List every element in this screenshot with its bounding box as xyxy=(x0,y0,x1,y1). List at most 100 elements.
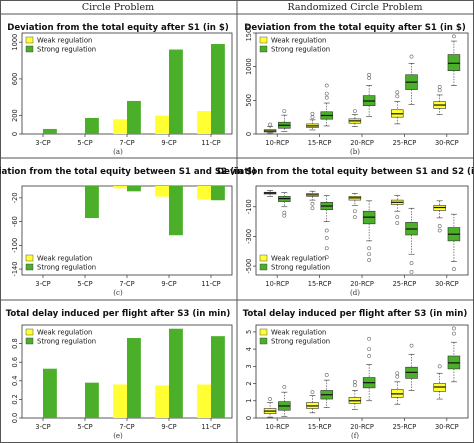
x-tick-label-b-0: 10-RCP xyxy=(265,139,289,147)
x-tick-label-d-2: 20-RCP xyxy=(350,280,374,288)
outlier-d-weak-3-1 xyxy=(395,221,400,225)
chart-d: Deviation from the total equity between … xyxy=(217,167,474,297)
outlier-f-weak-4-0 xyxy=(437,364,442,369)
outlier-f-strong-1-0 xyxy=(324,373,329,377)
legend-swatch-e-weak xyxy=(25,328,34,336)
y-tick-label-a-1: 200 xyxy=(11,109,19,122)
outlier-b-weak-4-1 xyxy=(437,84,442,89)
outlier-d-strong-4-0 xyxy=(452,267,456,271)
outlier-f-weak-2-0 xyxy=(352,383,357,388)
legend-label-c-strong: Strong regulation xyxy=(37,264,96,272)
x-tick-label-b-2: 20-RCP xyxy=(350,139,374,147)
x-tick-label-e-0: 3-CP xyxy=(35,423,50,431)
box-b-strong-4 xyxy=(447,54,461,72)
legend-label-b-weak: Weak regulation xyxy=(271,37,326,45)
bar-e-weak-2 xyxy=(113,384,127,418)
y-tick-label-b-2: 1000 xyxy=(245,58,253,75)
chart-title-a: Deviation from the total equity after S1… xyxy=(7,23,229,33)
bar-e-strong-3 xyxy=(169,328,183,418)
bar-a-strong-4 xyxy=(211,44,225,134)
y-tick-label-b-1: 500 xyxy=(245,94,253,107)
x-tick-label-f-2: 20-RCP xyxy=(350,423,374,431)
outlier-d-weak-1-0 xyxy=(310,201,315,206)
outlier-d-weak-1-1 xyxy=(310,206,315,211)
x-tick-label-e-1: 5-CP xyxy=(77,423,92,431)
panel-label-f: (f) xyxy=(351,432,359,440)
outlier-d-weak-2-0 xyxy=(352,209,357,214)
outlier-d-strong-1-1 xyxy=(324,236,329,240)
panel-label-c: (c) xyxy=(113,289,123,297)
y-tick-label-f-1: 1 xyxy=(245,399,253,403)
outlier-f-strong-4-0 xyxy=(452,331,456,336)
chart-f: Total delay induced per flight after S3 … xyxy=(243,309,469,440)
bar-a-strong-2 xyxy=(127,100,141,134)
legend-swatch-f-weak xyxy=(259,328,268,336)
x-tick-label-f-1: 15-RCP xyxy=(308,423,332,431)
outlier-b-weak-1-0 xyxy=(310,115,315,120)
x-tick-label-e-4: 11-CP xyxy=(201,423,220,431)
x-tick-label-b-4: 30-RCP xyxy=(435,139,459,147)
y-tick-label-a-2: 600 xyxy=(11,73,19,86)
x-tick-label-a-2: 7-CP xyxy=(119,139,134,147)
legend-swatch-b-weak xyxy=(259,36,268,44)
chart-b: Deviation from the total equity after S1… xyxy=(244,23,469,156)
chart-title-e: Total delay induced per flight after S3 … xyxy=(6,309,231,319)
x-tick-label-c-4: 11-CP xyxy=(201,280,220,288)
outlier-b-strong-2-1 xyxy=(367,72,372,77)
panel-label-a: (a) xyxy=(113,148,123,156)
outlier-f-strong-4-1 xyxy=(452,326,456,331)
y-tick-label-c-2: -60 xyxy=(11,216,19,227)
bar-c-strong-3 xyxy=(169,186,183,236)
x-tick-label-d-0: 10-RCP xyxy=(265,280,289,288)
x-tick-label-c-0: 3-CP xyxy=(35,280,50,288)
y-tick-label-f-0: 0 xyxy=(245,416,253,420)
x-tick-label-a-1: 5-CP xyxy=(77,139,92,147)
outlier-d-strong-3-0 xyxy=(409,261,414,266)
x-tick-label-d-1: 15-RCP xyxy=(308,280,332,288)
legend-swatch-a-weak xyxy=(25,36,34,44)
bar-e-weak-4 xyxy=(197,384,211,418)
outlier-b-weak-1-1 xyxy=(310,111,315,116)
outlier-b-weak-4-0 xyxy=(437,88,442,93)
bar-e-weak-3 xyxy=(155,385,169,418)
x-tick-label-c-3: 9-CP xyxy=(161,280,176,288)
outlier-d-strong-2-2 xyxy=(367,258,372,263)
legend-label-c-weak: Weak regulation xyxy=(37,255,92,263)
x-tick-label-c-1: 5-CP xyxy=(77,280,92,288)
x-tick-label-b-1: 15-RCP xyxy=(308,139,332,147)
x-tick-label-c-2: 7-CP xyxy=(119,280,134,288)
x-tick-label-e-2: 7-CP xyxy=(119,423,134,431)
outlier-f-strong-2-2 xyxy=(367,336,372,341)
chart-c: Deviation from the total equity between … xyxy=(0,167,256,297)
outlier-b-strong-2-0 xyxy=(367,76,372,81)
outlier-d-weak-4-0 xyxy=(437,224,442,228)
outlier-f-strong-0-0 xyxy=(282,385,287,389)
y-tick-label-e-4: 0.8 xyxy=(11,338,19,349)
outlier-d-weak-4-1 xyxy=(437,228,442,233)
x-tick-label-a-0: 3-CP xyxy=(35,139,50,147)
outlier-f-strong-2-0 xyxy=(367,354,372,358)
legend-swatch-f-strong xyxy=(259,337,268,345)
y-tick-label-a-0: 0 xyxy=(11,132,19,136)
legend-label-d-weak: Weak regulation xyxy=(271,255,326,263)
bar-c-strong-2 xyxy=(127,186,141,192)
legend-label-f-weak: Weak regulation xyxy=(271,329,326,337)
legend-swatch-c-weak xyxy=(25,254,34,262)
outlier-b-weak-2-0 xyxy=(352,109,357,114)
chart-title-b: Deviation from the total equity after S1… xyxy=(244,23,466,33)
bar-e-strong-4 xyxy=(211,336,225,418)
chart-a: Deviation from the total equity after S1… xyxy=(7,23,233,156)
bar-a-weak-2 xyxy=(113,119,127,134)
bar-a-weak-3 xyxy=(155,115,169,134)
legend-label-e-strong: Strong regulation xyxy=(37,338,96,346)
y-tick-label-d-2: -100 xyxy=(245,199,253,214)
y-tick-label-e-3: 0.6 xyxy=(11,357,19,368)
outlier-f-weak-2-1 xyxy=(352,379,357,384)
chart-title-c: Deviation from the total equity between … xyxy=(0,167,256,177)
x-tick-label-d-3: 25-RCP xyxy=(393,280,417,288)
chart-title-f: Total delay induced per flight after S3 … xyxy=(243,309,468,319)
legend-label-a-strong: Strong regulation xyxy=(37,46,96,54)
y-tick-label-e-1: 0.2 xyxy=(11,394,19,405)
y-tick-label-c-0: -140 xyxy=(11,262,19,277)
column-title-left: Circle Problem xyxy=(82,2,154,13)
